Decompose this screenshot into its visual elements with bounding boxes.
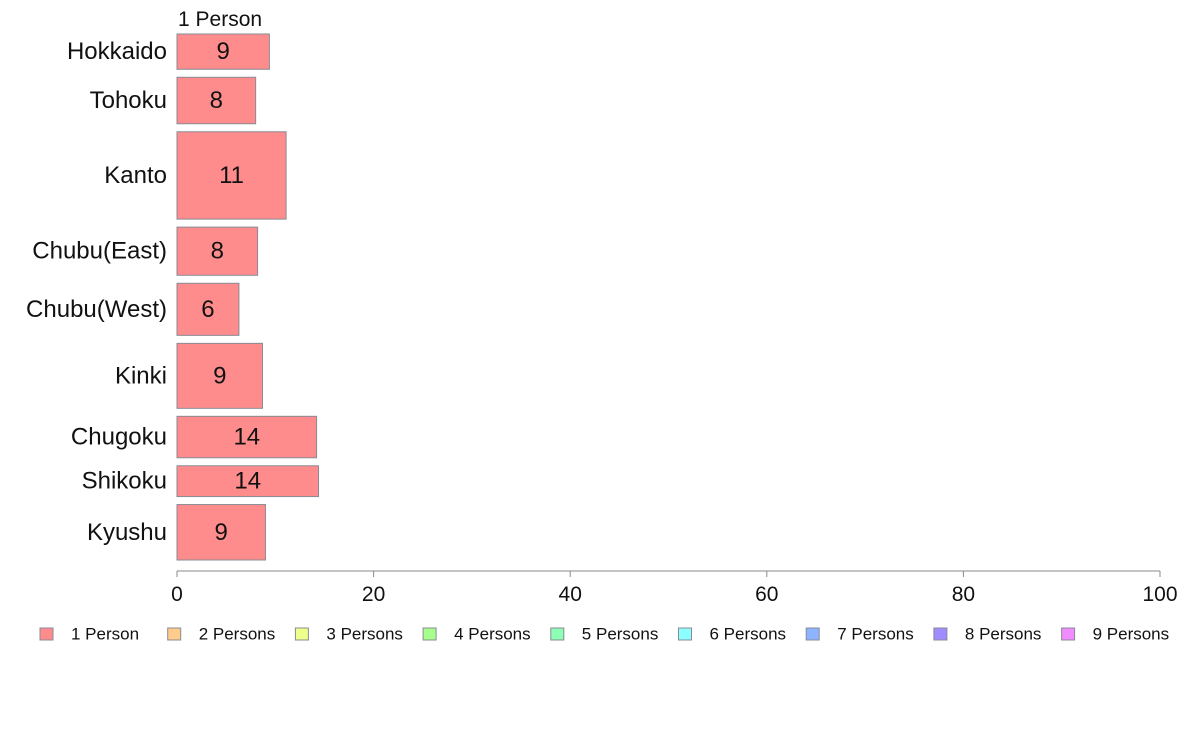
data-label: 9 — [213, 362, 226, 389]
legend-swatch — [1061, 627, 1076, 641]
legend-label: 9 Persons — [1093, 625, 1170, 644]
x-tick-label: 80 — [952, 583, 975, 606]
bar-segment — [176, 76, 257, 125]
legend-swatch — [678, 627, 692, 641]
legend-label: 1 Person — [71, 625, 139, 644]
bar-segment — [176, 415, 318, 459]
category-label: Hokkaido — [67, 38, 167, 65]
data-label: 14 — [234, 468, 261, 495]
category-label: Chugoku — [71, 424, 167, 451]
x-tick-label: 40 — [559, 583, 582, 606]
bar-segment — [176, 282, 240, 336]
legend-label: 3 Persons — [326, 625, 403, 644]
data-label: 14 — [233, 424, 260, 451]
legend-label: 8 Persons — [965, 625, 1042, 644]
legend-label: 6 Persons — [710, 625, 787, 644]
legend-swatch — [550, 627, 565, 641]
data-label: 11 — [219, 162, 244, 189]
legend-label: 4 Persons — [454, 625, 531, 644]
legend-label: 5 Persons — [582, 625, 659, 644]
data-label: 6 — [201, 296, 214, 323]
bar-segment — [176, 504, 266, 561]
legend-label: 2 Persons — [199, 625, 276, 644]
category-label: Tohoku — [90, 87, 167, 114]
x-tick-label: 20 — [362, 583, 385, 606]
x-tick-label: 100 — [1142, 583, 1177, 606]
category-label: Kanto — [104, 162, 167, 189]
category-label: Shikoku — [82, 468, 167, 495]
category-label: Kinki — [115, 362, 167, 389]
data-label: 8 — [211, 238, 224, 265]
column-header: 1 Person — [178, 8, 262, 31]
x-tick-label: 60 — [755, 583, 778, 606]
legend-swatch — [933, 627, 948, 641]
x-tick-label: 0 — [171, 583, 183, 606]
data-label: 8 — [210, 87, 223, 114]
bar-segment — [176, 33, 270, 70]
category-label: Kyushu — [87, 519, 167, 546]
legend-swatch — [167, 627, 182, 641]
bar-segment — [176, 342, 264, 409]
legend-swatch — [39, 627, 54, 641]
data-label: 9 — [217, 38, 230, 65]
legend-swatch — [422, 627, 437, 641]
bar-segment — [176, 226, 259, 276]
legend-swatch — [294, 627, 309, 641]
category-label: Chubu(West) — [26, 296, 167, 323]
bar-segment — [176, 465, 320, 498]
category-label: Chubu(East) — [32, 238, 167, 265]
legend-swatch — [805, 627, 820, 641]
bar-segment — [176, 131, 287, 220]
legend-label: 7 Persons — [837, 625, 914, 644]
data-label: 9 — [215, 519, 228, 546]
